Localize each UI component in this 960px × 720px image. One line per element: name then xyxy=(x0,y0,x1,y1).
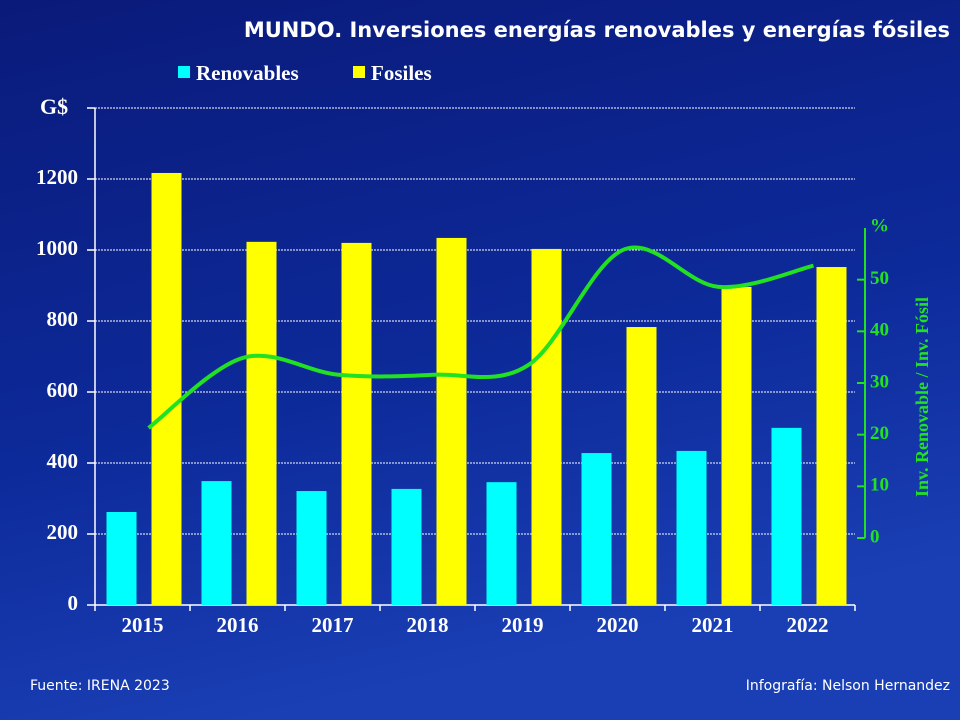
credit: Infografía: Nelson Hernandez xyxy=(746,678,950,694)
y-tick-label: 400 xyxy=(47,449,79,473)
bar xyxy=(771,427,802,605)
bar xyxy=(296,491,327,605)
y2-tick-label: 0 xyxy=(870,526,880,547)
y-axis-label: G$ xyxy=(40,94,68,119)
y2-tick-label: 10 xyxy=(870,475,889,496)
bar xyxy=(391,488,422,605)
bar xyxy=(106,511,137,605)
bar xyxy=(676,450,707,605)
y2-tick-label: 30 xyxy=(870,371,889,392)
y2-tick-label: 20 xyxy=(870,423,889,444)
bar xyxy=(816,267,847,605)
bar xyxy=(626,327,657,605)
y-tick-label: 0 xyxy=(68,591,79,615)
bar xyxy=(246,241,277,605)
y-tick-label: 200 xyxy=(47,520,79,544)
bar xyxy=(341,242,372,605)
bar xyxy=(581,453,612,605)
source: Fuente: IRENA 2023 xyxy=(30,678,170,694)
y-tick-label: 1200 xyxy=(36,165,78,189)
legend-label: Fosiles xyxy=(371,61,432,85)
bar xyxy=(486,482,517,605)
y2-axis-label: % xyxy=(870,215,889,236)
bar xyxy=(721,286,752,605)
chart-title: MUNDO. Inversiones energías renovables y… xyxy=(244,18,950,42)
ratio-line xyxy=(147,245,814,430)
bar xyxy=(201,481,232,605)
x-tick-label: 2018 xyxy=(407,613,449,637)
legend-swatch xyxy=(353,66,365,78)
x-tick-label: 2020 xyxy=(597,613,639,637)
y-tick-label: 1000 xyxy=(36,236,78,260)
x-tick-label: 2021 xyxy=(692,613,734,637)
legend-swatch xyxy=(178,66,190,78)
x-tick-label: 2022 xyxy=(787,613,829,637)
legend-label: Renovables xyxy=(196,61,299,85)
x-tick-label: 2017 xyxy=(312,613,354,637)
y2-tick-label: 50 xyxy=(870,268,889,289)
y-tick-label: 600 xyxy=(47,378,79,402)
x-tick-label: 2019 xyxy=(502,613,544,637)
bar xyxy=(531,248,562,605)
bar xyxy=(436,237,467,605)
bar xyxy=(151,172,182,605)
x-tick-label: 2016 xyxy=(217,613,259,637)
y-tick-label: 800 xyxy=(47,307,79,331)
x-tick-label: 2015 xyxy=(122,613,164,637)
y2-axis-title: Inv. Renovable / Inv. Fósil xyxy=(912,297,932,497)
y2-tick-label: 40 xyxy=(870,320,889,341)
